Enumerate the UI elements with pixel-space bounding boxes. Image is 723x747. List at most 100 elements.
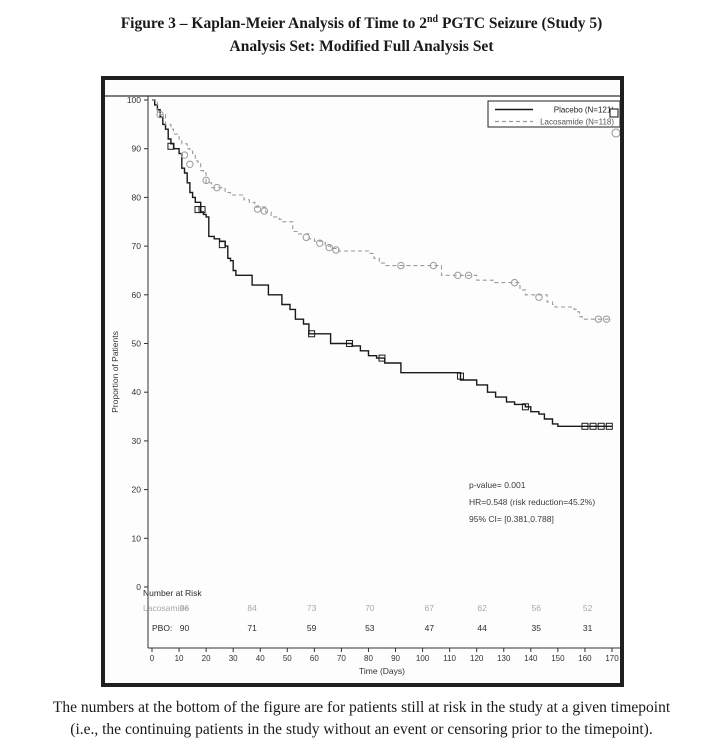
x-tick-label: 130 — [497, 654, 511, 663]
lacosamide-censor-mark — [602, 315, 611, 323]
lacosamide-censor-mark — [325, 243, 333, 252]
placebo-censor-mark — [198, 206, 206, 214]
placebo-censor-mark — [346, 340, 354, 347]
x-tick-label: 20 — [202, 654, 211, 663]
caption-line1: The numbers at the bottom of the figure … — [52, 699, 671, 716]
placebo-censor-mark — [308, 330, 316, 338]
figure-title-line1: Figure 3 – Kaplan-Meier Analysis of Time… — [120, 14, 603, 33]
risk-row-label-pbo: PBO: — [152, 623, 172, 633]
x-tick-label: 100 — [416, 654, 430, 663]
lacosamide-censor-mark — [316, 239, 324, 247]
risk-value-pbo: 59 — [307, 623, 317, 633]
lacosamide-censor-mark — [180, 151, 189, 159]
lacosamide-censor-mark — [260, 207, 268, 215]
km-figure-box: 0 10 20 30 40 50 60 70 80 90 100 0 10 20 30 40 50 60 70 80 9… — [101, 76, 624, 687]
risk-value-lacosamide: 52 — [583, 603, 593, 613]
risk-value-pbo: 53 — [365, 623, 375, 633]
lacosamide-censor-mark — [302, 233, 310, 242]
legend-label-lacosamide: Lacosamide (N=118) — [540, 118, 614, 127]
lacosamide-censor-mark — [332, 246, 340, 254]
lacosamide-curve — [152, 99, 612, 320]
legend-label-placebo: Placebo (N=121) — [554, 106, 615, 115]
risk-value-pbo: 31 — [583, 623, 593, 633]
x-tick-label: 150 — [551, 654, 565, 663]
placebo-censor-mark — [521, 403, 529, 411]
placebo-censor-mark — [581, 422, 589, 430]
risk-value-lacosamide: 56 — [532, 603, 542, 613]
placebo-censor-mark — [605, 422, 613, 430]
lacosamide-censor-mark — [253, 205, 262, 213]
legend-box — [487, 100, 620, 128]
risk-value-pbo: 90 — [180, 623, 190, 633]
x-tick-label: 120 — [470, 654, 484, 663]
risk-value-lacosamide: 67 — [425, 603, 435, 613]
placebo-censor-mark — [218, 241, 226, 249]
x-tick-label: 170 — [605, 654, 619, 663]
risk-value-pbo: 71 — [247, 623, 257, 633]
x-tick-label: 160 — [578, 654, 592, 663]
risk-value-pbo: 47 — [425, 623, 435, 633]
lacosamide-censor-mark — [429, 261, 438, 270]
x-tick-label: 30 — [229, 654, 238, 663]
x-tick-label: 90 — [391, 654, 400, 663]
y-tick-label: 0 — [136, 582, 141, 592]
figure-title-line2: Analysis Set: Modified Full Analysis Set — [229, 38, 494, 56]
risk-value-lacosamide: 73 — [307, 603, 317, 613]
number-at-risk-header: Number at Risk — [143, 588, 202, 598]
risk-value-pbo: 35 — [532, 623, 542, 633]
x-tick-label: 80 — [364, 654, 373, 663]
lacosamide-censor-mark — [202, 176, 210, 185]
y-tick-label: 40 — [132, 387, 142, 397]
risk-row-label-lacosamide: Lacosamide — [143, 603, 189, 613]
risk-value-lacosamide: 62 — [477, 603, 487, 613]
x-tick-label: 60 — [310, 654, 319, 663]
lacosamide-censor-mark — [454, 271, 462, 280]
x-tick-label: 110 — [443, 654, 456, 663]
lacosamide-censor-mark — [535, 293, 543, 301]
km-plot: 0 10 20 30 40 50 60 70 80 90 100 0 10 20 30 40 50 60 70 80 9… — [105, 95, 620, 676]
risk-value-pbo: 44 — [477, 623, 487, 633]
x-tick-label: 10 — [175, 654, 184, 663]
y-tick-label: 100 — [127, 95, 141, 105]
lacosamide-censor-mark — [464, 271, 473, 280]
stat-annotation-line: HR=0.548 (risk reduction=45.2%) — [469, 497, 595, 507]
x-tick-label: 140 — [524, 654, 538, 663]
y-axis-title: Proportion of Patients — [110, 331, 120, 413]
x-tick-label: 70 — [337, 654, 346, 663]
y-tick-label: 30 — [132, 436, 142, 446]
placebo-censor-mark — [456, 372, 464, 380]
y-tick-label: 50 — [132, 339, 142, 349]
superscript-nd: nd — [426, 14, 439, 25]
legend-marker-square — [609, 108, 619, 118]
lacosamide-censor-mark — [156, 110, 164, 119]
x-axis-title: Time (Days) — [359, 666, 405, 676]
lacosamide-censor-mark — [397, 261, 405, 270]
placebo-censor-mark — [194, 206, 202, 214]
risk-value-lacosamide: 96 — [180, 603, 190, 613]
placebo-censor-mark — [167, 142, 175, 150]
y-tick-label: 70 — [132, 241, 142, 251]
caption-line2: (i.e., the continuing patients in the st… — [70, 721, 653, 738]
placebo-censor-mark — [589, 422, 597, 430]
x-tick-label: 0 — [150, 654, 155, 663]
lacosamide-censor-mark — [594, 315, 603, 323]
legend-marker-circle — [611, 128, 620, 138]
figure-caption: The numbers at the bottom of the figure … — [0, 697, 723, 741]
y-tick-label: 60 — [132, 290, 142, 300]
placebo-curve — [152, 99, 612, 427]
lacosamide-censor-mark — [510, 278, 519, 287]
lacosamide-censor-mark — [186, 160, 194, 168]
placebo-censor-mark — [597, 422, 605, 430]
x-tick-label: 50 — [283, 654, 292, 663]
stat-annotation-line: 95% CI= [0.381,0.788] — [469, 514, 554, 524]
figure-title: Figure 3 – Kaplan-Meier Analysis of Time… — [0, 8, 723, 58]
y-tick-label: 80 — [132, 192, 142, 202]
risk-value-lacosamide: 70 — [365, 603, 375, 613]
y-tick-label: 90 — [132, 144, 142, 154]
y-tick-label: 20 — [132, 485, 142, 495]
risk-value-lacosamide: 84 — [247, 603, 257, 613]
stat-annotation-line: p-value= 0.001 — [469, 480, 526, 490]
y-tick-label: 10 — [132, 533, 142, 543]
x-tick-label: 40 — [256, 654, 265, 663]
